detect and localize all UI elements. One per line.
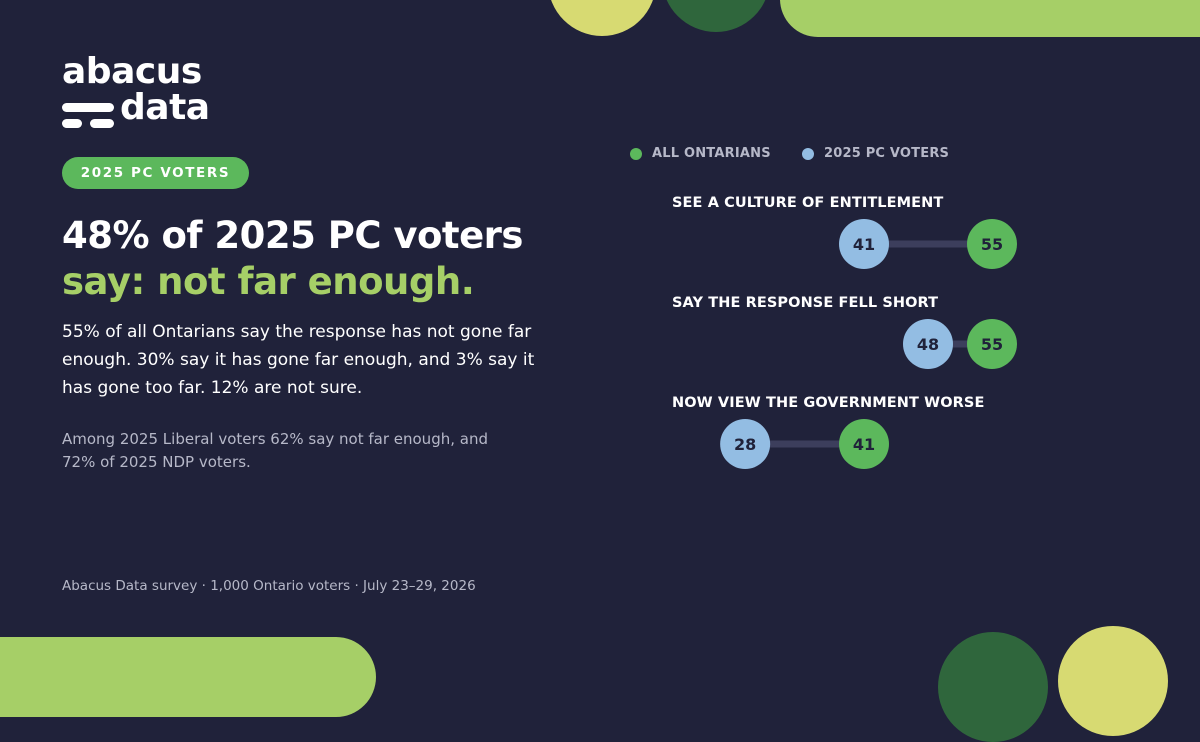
dot-pc-voters-row-1: 41 (839, 219, 889, 269)
dot-circle-pc-voters-row-3 (720, 419, 771, 469)
chart-row-label-2: SAY THE RESPONSE FELL SHORT (672, 295, 939, 311)
dot-all-ontarians-row-2: 55 (967, 319, 1017, 369)
data-label-all-ontarians-row-1: 55 (981, 235, 1003, 254)
segment-pill: 2025 PC VOTERS (62, 157, 249, 189)
decor-circle-green-bottom (938, 632, 1048, 742)
legend-dot-all-ontarians (630, 147, 642, 160)
decor-circle-yellow-bottom (1058, 626, 1168, 736)
data-label-pc-voters-row-3: 28 (734, 435, 756, 454)
dot-all-ontarians-row-3: 41 (839, 419, 889, 469)
dot-circle-all-ontarians-row-2 (967, 319, 1017, 369)
decor-bar-top (780, 0, 1200, 37)
headline-line-1: 48% of 2025 PC voters (62, 214, 523, 257)
data-label-all-ontarians-row-2: 55 (981, 335, 1003, 354)
body-text: 55% of all Ontarians say the response ha… (62, 322, 535, 398)
legend-dot-pc-voters (802, 147, 814, 160)
logo-dash-3 (90, 119, 114, 128)
chart-row-label-1: SEE A CULTURE OF ENTITLEMENT (672, 195, 944, 211)
chart-row-label-3: NOW VIEW THE GOVERNMENT WORSE (672, 395, 985, 411)
legend-item-pc-voters: 2025 PC VOTERS (802, 146, 949, 161)
decor-circle-yellow-top (548, 0, 656, 36)
legend-item-all-ontarians: ALL ONTARIANS (630, 146, 771, 161)
dot-circle-all-ontarians-row-3 (839, 419, 889, 469)
decor-bar-bottom (0, 637, 376, 717)
dot-circle-all-ontarians-row-1 (967, 219, 1017, 269)
data-label-pc-voters-row-2: 48 (917, 335, 939, 354)
legend-label-all-ontarians: ALL ONTARIANS (652, 146, 771, 161)
logo-dash-1 (62, 103, 114, 112)
data-label-pc-voters-row-1: 41 (853, 235, 875, 254)
dot-all-ontarians-row-1: 55 (967, 219, 1017, 269)
logo-dash-2 (62, 119, 82, 128)
dot-pc-voters-row-2: 48 (903, 319, 953, 369)
logo-text-abacus: abacus (62, 51, 202, 92)
data-label-all-ontarians-row-3: 41 (853, 435, 875, 454)
legend-label-pc-voters: 2025 PC VOTERS (824, 146, 950, 161)
abacus-data-logo: abacus data (62, 52, 222, 134)
dot-pc-voters-row-3: 28 (720, 419, 771, 469)
dot-circle-pc-voters-row-1 (839, 219, 889, 269)
decor-circle-green-top (662, 0, 770, 32)
dot-circle-pc-voters-row-2 (903, 319, 953, 369)
headline-line-2: say: not far enough. (62, 260, 475, 303)
logo-text-data: data (120, 87, 210, 128)
sub-text: Among 2025 Liberal voters 62% say not fa… (62, 430, 488, 471)
source-note: Abacus Data survey · 1,000 Ontario voter… (62, 578, 476, 594)
